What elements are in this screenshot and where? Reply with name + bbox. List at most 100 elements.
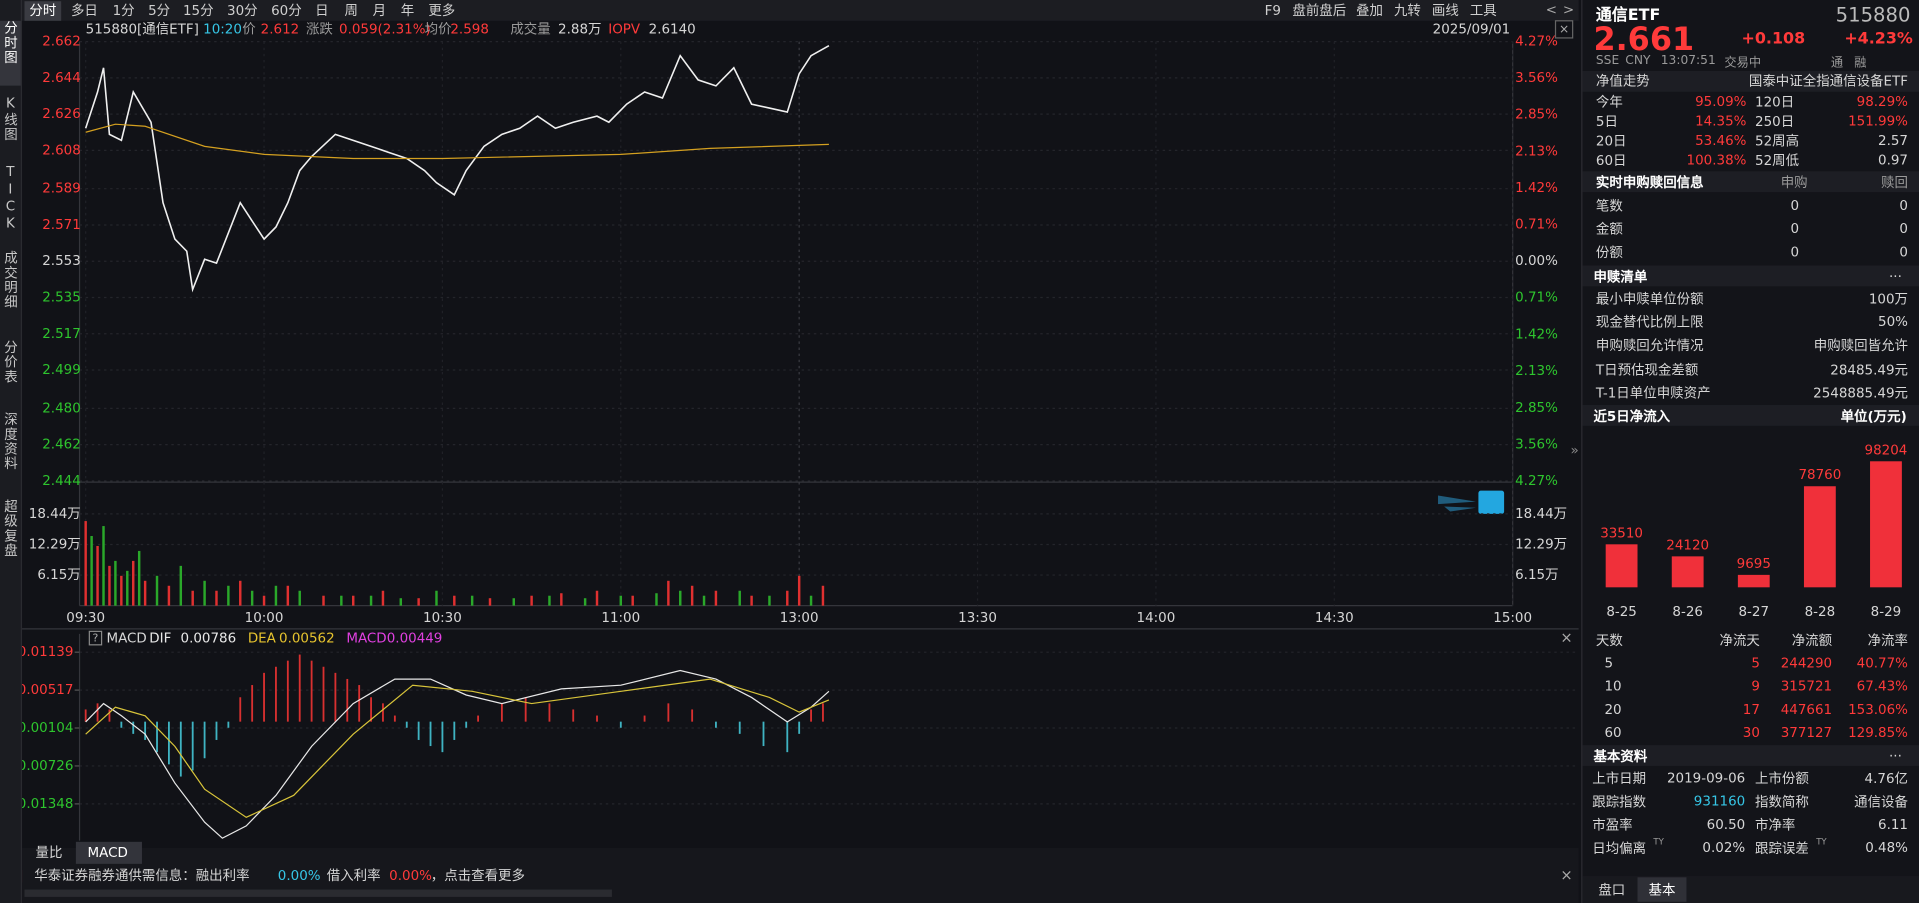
inflow-chart: 33510 8-25 24120 8-26 9695 8-27 78760 8-28 98204… (1600, 443, 1907, 620)
tab-highlight (75, 841, 142, 864)
y2-tick-label: 0.71% (1515, 218, 1558, 233)
volume-bar (470, 595, 474, 606)
bottom-tab[interactable]: MACD (88, 846, 128, 861)
macd-bar (393, 715, 396, 722)
toolbar-button[interactable]: 九转 (1394, 3, 1421, 19)
period-tab[interactable]: 15分 (183, 3, 214, 19)
notice[interactable]: 华泰证券融券通供需信息：融出利率 0.00% 借入利率 0.00%，点击查看更多 (34, 867, 525, 884)
help-icon[interactable]: ? (93, 632, 99, 645)
volume-bar (114, 560, 117, 606)
macd-bar (596, 715, 598, 722)
left-tab[interactable]: 分时图 (0, 20, 21, 86)
row-value: 50% (1878, 314, 1908, 330)
more[interactable]: ··· (1889, 268, 1902, 285)
volume-bar (595, 590, 599, 606)
period-tab[interactable]: 日 (315, 4, 328, 19)
y-tick-label: 2.517 (42, 327, 81, 342)
volume-bar (619, 595, 623, 606)
macd-bar (286, 660, 289, 722)
price-change-pct: +4.23% (1844, 29, 1913, 49)
row-value: 0 (1899, 220, 1908, 237)
inflow-bar (1605, 544, 1638, 588)
volume-bar (96, 545, 99, 606)
volume-bar (120, 575, 123, 606)
toolbar-button[interactable]: 盘前盘后 (1292, 2, 1346, 19)
macd-bar (144, 721, 147, 740)
period-tab[interactable]: 30分 (227, 3, 258, 19)
y-tick-label: -0.01348 (13, 797, 74, 812)
table-cell: 447661 (1780, 701, 1833, 718)
toolbar-button[interactable]: 画线 (1432, 3, 1459, 19)
volume-bar (137, 550, 141, 606)
help-box[interactable] (88, 630, 103, 646)
period-tab[interactable]: 多日 (71, 2, 98, 19)
y-tick-label: -0.00726 (13, 759, 74, 774)
close-icon[interactable]: × (1559, 22, 1569, 36)
period-tab[interactable]: 年 (401, 3, 414, 19)
macd-bar (382, 703, 384, 722)
scrollbar[interactable] (24, 889, 612, 897)
left-tab[interactable]: TICK (2, 163, 19, 233)
volume-bar (583, 598, 587, 606)
close-icon[interactable]: × (1560, 630, 1572, 647)
inflow-bar (1737, 574, 1770, 588)
y-tick-label: 2.644 (42, 71, 81, 86)
tab-highlight (1637, 877, 1687, 902)
nav-label: 120日 (1755, 94, 1795, 111)
x-tick-label: 8-25 (1606, 605, 1637, 620)
notice-text: ，点击查看更多 (431, 867, 525, 884)
period-tab[interactable]: 60分 (271, 3, 302, 19)
superscript: TY (1653, 836, 1664, 847)
arrow-right[interactable]: > (1563, 3, 1574, 18)
row-value: 0 (1790, 220, 1800, 237)
volume-bar (340, 595, 343, 606)
table-cell: 315721 (1780, 678, 1833, 695)
row-label: 跟踪误差 (1755, 840, 1809, 857)
header-field: 涨跌 (306, 21, 333, 37)
currency: CNY (1625, 54, 1651, 68)
period-tab[interactable]: 更多 (428, 2, 455, 19)
header-field: 2.88万 (558, 22, 601, 37)
volume-bar (132, 560, 135, 606)
y-tick-label: 2.462 (42, 438, 81, 453)
macd-bar (346, 678, 349, 722)
arrow-left[interactable]: < (1546, 3, 1557, 18)
close-box[interactable] (1554, 20, 1574, 39)
toolbar-button[interactable]: 工具 (1470, 4, 1497, 19)
volume-bar (667, 580, 670, 606)
toolbar-button[interactable]: F9 (1265, 4, 1281, 19)
panel-tab[interactable]: 基本 (1648, 882, 1676, 899)
collapse-icon[interactable]: » (1571, 443, 1579, 458)
x-tick-label: 09:30 (66, 611, 105, 626)
volume-bar (274, 585, 278, 606)
period-tab[interactable]: 5分 (148, 3, 170, 19)
left-tab[interactable]: 分价表 (2, 340, 19, 385)
macd-bar (643, 715, 646, 722)
bottom-tab[interactable]: 量比 (35, 845, 62, 861)
header-field: 价 (242, 22, 256, 37)
close-icon[interactable]: × (1560, 867, 1572, 884)
macd-bar (786, 721, 789, 753)
nav-value: 95.09% (1695, 93, 1747, 110)
volume-bar (143, 580, 147, 606)
floating-icon[interactable] (1478, 490, 1505, 514)
row-label: 上市份额 (1755, 770, 1809, 787)
period-tab[interactable]: 1分 (113, 3, 135, 19)
period-tab[interactable]: 分时 (29, 3, 56, 19)
left-tab[interactable]: 超级复盘 (2, 499, 19, 558)
more[interactable]: ··· (1889, 748, 1902, 765)
series-line (85, 678, 830, 819)
left-tab[interactable]: K线图 (2, 95, 19, 142)
left-tab[interactable]: 成交明细 (2, 250, 19, 310)
row-value: 100万 (1868, 291, 1908, 308)
period-tab[interactable]: 周 (345, 4, 358, 19)
legend-value: 0.00449 (387, 632, 443, 647)
toolbar-button[interactable]: 叠加 (1356, 3, 1383, 19)
nav-value: 151.99% (1848, 113, 1908, 130)
period-tab[interactable]: 月 (373, 4, 386, 19)
y2-tick-label: 4.27% (1515, 35, 1558, 50)
macd-bar (108, 709, 111, 722)
panel-tab[interactable]: 盘口 (1598, 882, 1626, 899)
left-tab[interactable]: 深度资料 (2, 412, 19, 472)
